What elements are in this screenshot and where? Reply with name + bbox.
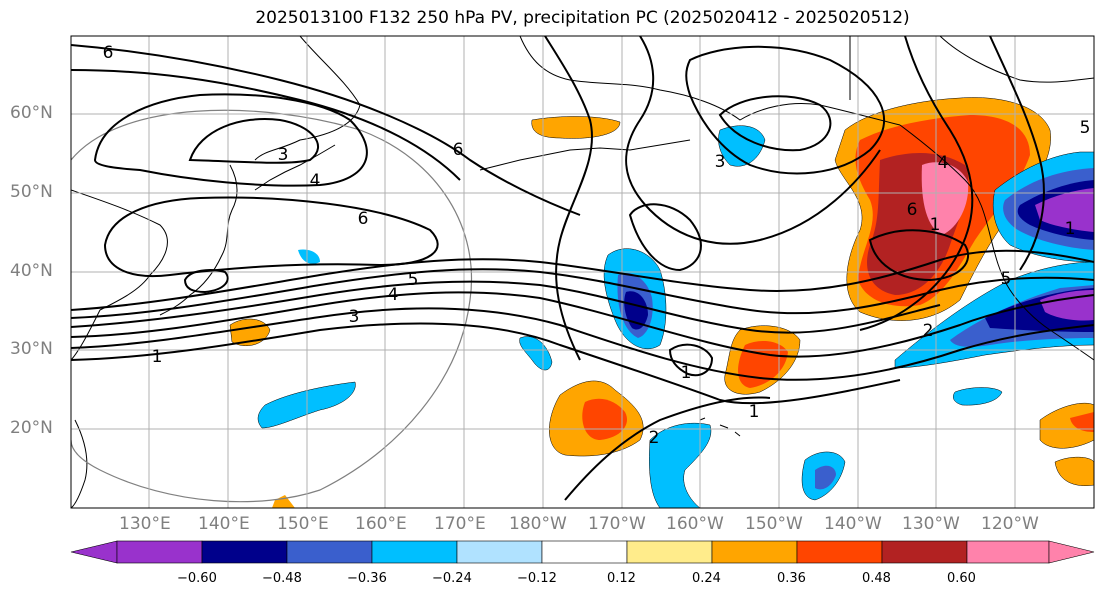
colorbar-upper-extension <box>1048 540 1095 564</box>
pv-contour <box>71 69 461 181</box>
pv-contour <box>71 249 1094 311</box>
colorbar-tick-label: 0.12 <box>607 571 636 586</box>
colorbar-tick-label: 0.60 <box>947 571 976 586</box>
colorbar-segment <box>116 540 203 564</box>
colorbar <box>70 540 1095 564</box>
lat-label: 30°N <box>10 339 53 359</box>
lat-label: 60°N <box>10 103 53 123</box>
pv-contour <box>685 45 886 175</box>
coastline-kuril <box>254 144 336 191</box>
pv-contour <box>188 118 320 164</box>
lon-label: 130°E <box>119 514 171 534</box>
map-plot-area <box>71 36 1094 508</box>
coastline-north-america <box>899 124 1094 361</box>
colorbar-segment <box>371 540 458 564</box>
negative-anomaly-region <box>298 249 320 264</box>
pv-contour <box>71 322 901 405</box>
colorbar-tick-label: 0.48 <box>862 571 891 586</box>
pv-contour <box>859 36 974 331</box>
pv-contour <box>668 343 714 377</box>
colorbar-tick-label: −0.60 <box>177 571 217 586</box>
lon-label: 140°W <box>824 514 882 534</box>
colorbar-segment <box>201 540 288 564</box>
colorbar-segment <box>711 540 798 564</box>
colorbar-tick-label: 0.36 <box>777 571 806 586</box>
pv-contour <box>868 229 970 282</box>
colorbar-tick-label: −0.48 <box>262 571 302 586</box>
colorbar-tick-label: −0.24 <box>432 571 472 586</box>
colorbar-lower-extension <box>70 540 118 564</box>
coastline-aleutians <box>479 139 691 171</box>
positive-anomaly-region <box>1054 456 1094 486</box>
negative-anomaly-region <box>649 422 712 508</box>
positive-anomaly-region <box>738 340 788 388</box>
pv-contour <box>183 269 229 294</box>
colorbar-segment <box>966 540 1050 564</box>
negative-anomaly-region <box>815 465 836 490</box>
lon-label: 150°E <box>277 514 329 534</box>
pv-contour <box>989 36 1045 271</box>
lon-label: 170°W <box>588 514 646 534</box>
lon-label: 160°E <box>355 514 407 534</box>
colorbar-segment <box>541 540 628 564</box>
lon-label: 180°W <box>509 514 567 534</box>
lon-label: 140°E <box>198 514 250 534</box>
colorbar-segment <box>881 540 968 564</box>
coastline-alaska <box>519 36 901 126</box>
negative-anomaly-region <box>624 291 648 330</box>
lon-label: 160°W <box>666 514 724 534</box>
pv-contour <box>71 44 581 216</box>
lat-label: 50°N <box>10 182 53 202</box>
pv-contour <box>544 36 593 361</box>
pv-contour <box>103 196 439 278</box>
pv-contour <box>71 268 1094 319</box>
pv-contour <box>71 307 1094 381</box>
coastline-hawaii <box>699 417 741 437</box>
pv-contour <box>628 203 702 272</box>
lon-label: 120°W <box>981 514 1039 534</box>
colorbar-segment <box>456 540 543 564</box>
graticule <box>71 36 1094 508</box>
positive-anomaly-region <box>272 495 295 508</box>
lat-label: 20°N <box>10 418 53 438</box>
lon-label: 130°W <box>902 514 960 534</box>
negative-anomaly-region <box>953 387 1003 406</box>
coastlines <box>71 36 1094 508</box>
pv-contour <box>93 93 368 187</box>
lat-label: 40°N <box>10 261 53 281</box>
positive-anomaly-region <box>921 162 969 235</box>
lon-label: 170°E <box>434 514 486 534</box>
pv-contour <box>625 36 881 245</box>
coastline-canada <box>849 36 1094 100</box>
negative-anomaly-region <box>718 125 766 167</box>
positive-anomaly-region <box>1039 402 1094 449</box>
lon-label: 150°W <box>745 514 803 534</box>
colorbar-segment <box>626 540 713 564</box>
colorbar-tick-label: 0.24 <box>692 571 721 586</box>
pv-contour <box>718 95 832 152</box>
positive-anomaly-region <box>531 116 621 139</box>
colorbar-tick-label: −0.36 <box>347 571 387 586</box>
positive-anomaly-region <box>582 398 628 440</box>
map-title: 2025013100 F132 250 hPa PV, precipitatio… <box>255 8 910 28</box>
colorbar-segment <box>286 540 373 564</box>
pv-contours <box>71 36 1094 501</box>
colorbar-segment <box>796 540 883 564</box>
positive-anomaly-region <box>1070 412 1094 432</box>
pv-contour <box>564 396 771 501</box>
reference-circle <box>71 109 473 503</box>
colorbar-tick-label: −0.12 <box>517 571 557 586</box>
negative-anomaly-region <box>519 336 553 371</box>
pv-contour <box>71 280 941 334</box>
coastline-philippines <box>71 419 88 508</box>
pv-contour <box>71 291 1094 358</box>
precipitation-shading <box>229 97 1094 508</box>
coastline-kamchatka <box>254 36 361 161</box>
negative-anomaly-region <box>1035 188 1094 232</box>
plot-frame <box>70 35 1095 509</box>
